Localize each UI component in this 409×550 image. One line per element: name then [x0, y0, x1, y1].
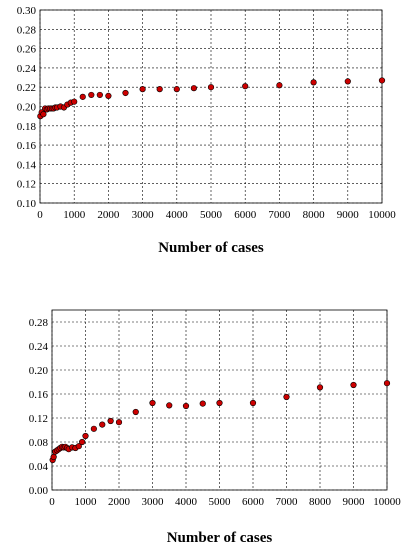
y-tick-labels: 0.10 0.12 0.14 0.16 0.18 0.20 0.22 0.24 0.26 0.28…	[17, 5, 37, 210]
data-point	[122, 89, 129, 97]
y-tick-labels: 0.00 0.04 0.08 0.12 0.16 0.20 0.24 0.28	[29, 317, 49, 497]
y-tick-label: 0.16	[29, 389, 49, 401]
x-tick-label: 2000	[108, 496, 131, 508]
x-tick-label: 7000	[268, 209, 291, 221]
scatter-chart-bottom: 0.00 0.04 0.08 0.12 0.16 0.20 0.24 0.28 0 1000 20…	[29, 309, 401, 546]
y-tick-label: 0.28	[17, 24, 37, 36]
y-tick-label: 0.30	[17, 5, 37, 17]
y-tick-label: 0.04	[29, 461, 49, 473]
x-axis-title: Number of cases	[158, 240, 264, 256]
y-tick-label: 0.28	[29, 317, 49, 329]
x-tick-labels: 0 1000 2000 3000 4000 5000 6000 7000 8000 9000 100…	[49, 496, 401, 508]
data-point	[242, 83, 249, 90]
x-tick-label: 3000	[142, 496, 165, 508]
x-tick-label: 3000	[132, 209, 155, 221]
y-tick-label: 0.24	[17, 63, 37, 75]
x-tick-label: 2000	[97, 209, 120, 221]
data-point	[115, 419, 123, 426]
y-tick-label: 0.26	[17, 44, 37, 56]
y-tick-label: 0.10	[17, 198, 37, 210]
y-tick-label: 0.08	[29, 437, 49, 449]
data-point	[344, 78, 351, 85]
data-point	[149, 399, 156, 407]
x-tick-labels: 0 1000 2000 3000 4000 5000 6000 7000 8000 9000 100…	[37, 209, 396, 221]
y-tick-label: 0.14	[17, 159, 37, 171]
y-tick-label: 0.20	[29, 365, 49, 377]
data-point	[350, 381, 357, 389]
data-point	[316, 384, 324, 391]
x-tick-label: 5000	[200, 209, 223, 221]
y-tick-label: 0.12	[29, 413, 48, 425]
x-tick-label: 0	[49, 496, 55, 508]
data-point	[156, 86, 163, 93]
data-point	[190, 85, 197, 92]
data-point	[50, 453, 57, 461]
data-point	[139, 86, 146, 93]
data-point	[90, 425, 97, 432]
x-axis-title: Number of cases	[167, 530, 273, 546]
data-point	[132, 408, 139, 416]
x-tick-label: 1000	[75, 496, 98, 508]
x-tick-label: 10000	[368, 209, 396, 221]
data-point	[88, 91, 95, 99]
x-tick-label: 4000	[175, 496, 198, 508]
data-point	[249, 399, 257, 407]
x-tick-label: 9000	[337, 209, 360, 221]
x-tick-label: 9000	[343, 496, 366, 508]
data-point	[75, 443, 82, 450]
data-point	[310, 79, 317, 86]
x-tick-label: 10000	[373, 496, 401, 508]
x-tick-label: 0	[37, 209, 43, 221]
data-point	[40, 111, 47, 118]
data-point	[96, 91, 103, 99]
data-point	[166, 402, 173, 409]
data-point	[199, 400, 206, 407]
data-point	[378, 77, 386, 84]
data-point	[216, 399, 223, 407]
data-point	[71, 98, 78, 105]
scatter-chart-top: 0.10 0.12 0.14 0.16 0.18 0.20 0.22 0.24 0.26 0.28…	[17, 5, 397, 256]
data-point	[107, 417, 114, 425]
x-tick-label: 6000	[234, 209, 257, 221]
grid	[39, 9, 383, 204]
x-tick-label: 1000	[63, 209, 86, 221]
y-tick-label: 0.12	[17, 179, 36, 191]
data-points	[37, 77, 386, 120]
y-tick-label: 0.20	[17, 102, 37, 114]
data-point	[283, 393, 290, 401]
data-point	[105, 92, 112, 99]
data-points	[49, 380, 391, 464]
x-tick-label: 6000	[242, 496, 265, 508]
y-tick-label: 0.16	[17, 140, 37, 152]
data-point	[79, 438, 86, 446]
data-point	[82, 432, 89, 440]
x-tick-label: 7000	[276, 496, 299, 508]
data-point	[383, 380, 391, 387]
data-point	[276, 82, 283, 89]
x-tick-label: 8000	[303, 209, 326, 221]
x-tick-label: 5000	[209, 496, 232, 508]
y-tick-label: 0.18	[17, 121, 37, 133]
y-tick-label: 0.22	[17, 82, 36, 94]
data-point	[182, 402, 190, 410]
plot-frame	[39, 9, 383, 204]
data-point	[99, 421, 106, 428]
data-point	[79, 93, 86, 100]
x-tick-label: 4000	[166, 209, 189, 221]
data-point	[173, 86, 180, 93]
y-tick-label: 0.00	[29, 485, 49, 497]
data-point	[207, 84, 215, 91]
plot-frame	[51, 309, 388, 491]
x-tick-label: 8000	[309, 496, 332, 508]
y-tick-label: 0.24	[29, 341, 49, 353]
